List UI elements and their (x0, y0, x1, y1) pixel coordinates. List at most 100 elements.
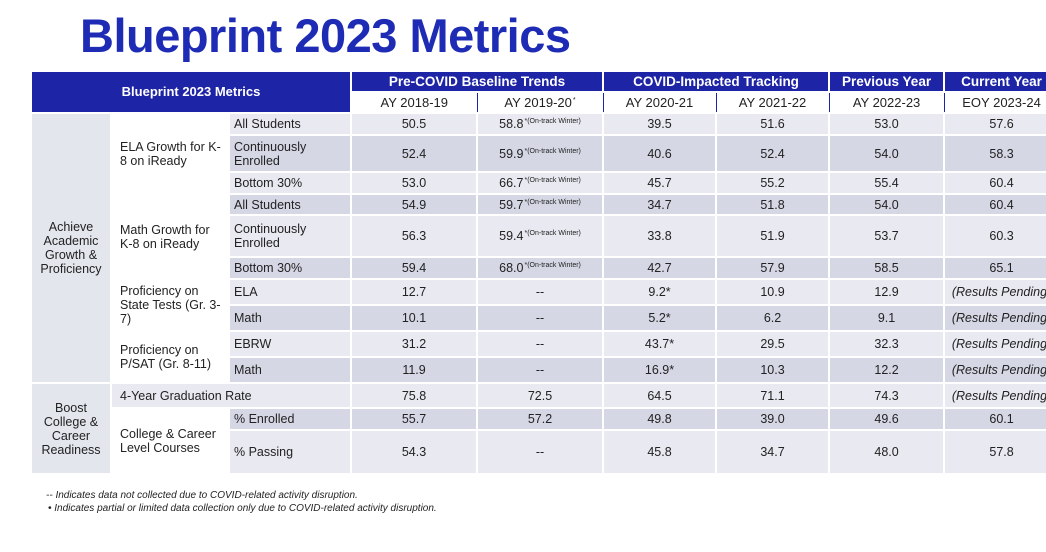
group-header-previous-year: Previous Year (828, 70, 946, 93)
value-cell: 16.9* (602, 356, 718, 384)
table-row: Achieve Academic Growth & Proficiency EL… (30, 112, 1046, 384)
value-cell: 49.6 (828, 407, 946, 431)
value-cell: 45.7 (602, 171, 718, 195)
value-cell: 12.7 (350, 278, 479, 306)
row-label: Math (227, 356, 353, 384)
row-group-cell: Math Growth for K-8 on iReady (110, 193, 230, 280)
value-cell: 58.8*(On-track Winter) (476, 112, 605, 136)
row-group-cell: Proficiency on P/SAT (Gr. 8-11) (110, 330, 230, 384)
table-row: Continuously Enrolled 52.4 59.9*(On-trac… (31, 134, 1046, 173)
table-row: Bottom 30% 53.0 66.7*(On-track Winter) 4… (31, 171, 1046, 195)
value-cell: 33.8 (602, 214, 718, 258)
table-row: Math 10.1 -- 5.2* 6.2 9.1 (Results Pendi… (31, 304, 1046, 332)
value-cell: 60.3 (943, 214, 1046, 258)
value-cell: 66.7*(On-track Winter) (476, 171, 605, 195)
group-header-pre-covid: Pre-COVID Baseline Trends (350, 70, 605, 93)
row-label: Bottom 30% (227, 171, 353, 195)
value-cell: 39.0 (715, 407, 831, 431)
value-cell: 39.5 (602, 112, 718, 136)
row-label: Continuously Enrolled (227, 214, 353, 258)
value-cell: 57.9 (715, 256, 831, 280)
value-cell: 57.8 (943, 429, 1046, 475)
value-cell: 71.1 (715, 382, 831, 409)
value-cell: 34.7 (602, 193, 718, 216)
value-cell: 54.0 (828, 134, 946, 173)
category-cell: Achieve Academic Growth & Proficiency (30, 112, 112, 384)
value-cell: 51.8 (715, 193, 831, 216)
value-cell: 59.4*(On-track Winter) (476, 214, 605, 258)
row-group-cell: ELA Growth for K-8 on iReady (110, 112, 230, 195)
row-label: Continuously Enrolled (227, 134, 353, 173)
value-cell: 55.2 (715, 171, 831, 195)
value-cell: (Results Pending) (943, 356, 1046, 384)
value-cell: 12.9 (828, 278, 946, 306)
value-cell: 57.2 (476, 407, 605, 431)
value-cell: 31.2 (350, 330, 479, 358)
value-cell: 53.0 (350, 171, 479, 195)
row-group-cell: 4-Year Graduation Rate (109, 382, 353, 409)
value-cell: 48.0 (828, 429, 946, 475)
metrics-table: Blueprint 2023 Metrics Pre-COVID Baselin… (29, 70, 1046, 475)
footnote: • Indicates partial or limited data coll… (48, 503, 437, 514)
row-label: ELA (227, 278, 353, 306)
value-cell: 49.8 (602, 407, 718, 431)
value-cell: 55.7 (350, 407, 479, 431)
value-cell: 60.4 (943, 193, 1046, 216)
value-cell: -- (476, 429, 605, 475)
year-header: AY 2019-20* (476, 91, 604, 114)
table-row: Boost College & Career Readiness 4-Year … (30, 382, 1046, 475)
value-cell: 65.1 (943, 256, 1046, 280)
row-group-cell: College & Career Level Courses (110, 407, 230, 475)
value-cell: 64.5 (602, 382, 718, 409)
value-cell: 34.7 (715, 429, 831, 475)
value-cell: 55.4 (828, 171, 946, 195)
value-cell: 52.4 (350, 134, 479, 173)
value-cell: 54.9 (350, 193, 479, 216)
value-cell: 10.9 (715, 278, 831, 306)
table-row: % Passing 54.3 -- 45.8 34.7 48.0 57.8 (31, 429, 1046, 475)
value-cell: 68.0*(On-track Winter) (476, 256, 605, 280)
group-header-covid-impacted: COVID-Impacted Tracking (602, 70, 831, 93)
value-cell: 51.6 (715, 112, 831, 136)
value-cell: 51.9 (715, 214, 831, 258)
value-cell: 10.1 (350, 304, 479, 332)
group-header-current-year: Current Year (943, 70, 1046, 93)
value-cell: 9.2* (602, 278, 718, 306)
page-title: Blueprint 2023 Metrics (80, 9, 571, 62)
value-cell: 72.5 (476, 382, 605, 409)
row-label: All Students (227, 112, 353, 136)
value-cell: -- (476, 278, 605, 306)
value-cell: 60.4 (943, 171, 1046, 195)
value-cell: 59.7*(On-track Winter) (476, 193, 605, 216)
value-cell: 11.9 (350, 356, 479, 384)
value-cell: 53.7 (828, 214, 946, 258)
value-cell: 54.3 (350, 429, 479, 475)
value-cell: 75.8 (350, 382, 479, 409)
row-label: % Passing (227, 429, 353, 475)
row-label: EBRW (227, 330, 353, 358)
value-cell: 32.3 (828, 330, 946, 358)
value-cell: 53.0 (828, 112, 946, 136)
value-cell: 6.2 (715, 304, 831, 332)
year-header: AY 2020-21 (602, 91, 717, 114)
value-cell: 52.4 (715, 134, 831, 173)
value-cell: -- (476, 330, 605, 358)
row-label: All Students (227, 193, 353, 216)
table-row: Math 11.9 -- 16.9* 10.3 12.2 (Results Pe… (31, 356, 1046, 384)
table-row: Bottom 30% 59.4 68.0*(On-track Winter) 4… (31, 256, 1046, 280)
year-header: EOY 2023-24 (943, 91, 1046, 114)
table-row: Math Growth for K-8 on iReady All Studen… (31, 193, 1046, 280)
table-row: Proficiency on State Tests (Gr. 3-7) ELA… (31, 278, 1046, 332)
value-cell: 43.7* (602, 330, 718, 358)
year-header: AY 2021-22 (715, 91, 830, 114)
value-cell: (Results Pending) (943, 330, 1046, 358)
value-cell: 10.3 (715, 356, 831, 384)
value-cell: (Results Pending) (943, 304, 1046, 332)
value-cell: 59.9*(On-track Winter) (476, 134, 605, 173)
value-cell: 60.1 (943, 407, 1046, 431)
value-cell: 50.5 (350, 112, 479, 136)
value-cell: 12.2 (828, 356, 946, 384)
value-cell: -- (476, 356, 605, 384)
corner-header: Blueprint 2023 Metrics (29, 70, 353, 114)
row-group-cell: Proficiency on State Tests (Gr. 3-7) (110, 278, 230, 332)
